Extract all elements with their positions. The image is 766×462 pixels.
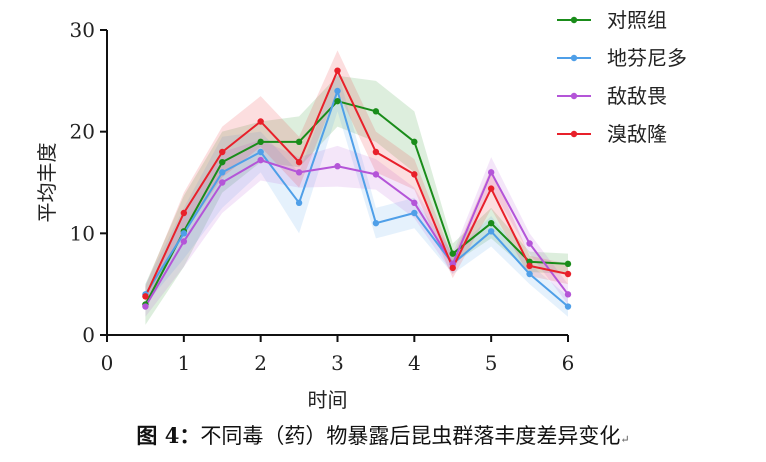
point-series-2 <box>372 219 380 227</box>
band-series-1 <box>145 75 568 325</box>
point-series-1 <box>334 97 341 105</box>
point-series-3 <box>219 179 226 186</box>
line-series-2 <box>144 90 569 308</box>
point-series-3 <box>257 156 264 164</box>
figure-caption: 图 4：不同毒（药）物暴露后昆虫群落丰度差异变化↵ <box>0 420 766 450</box>
point-series-1 <box>487 219 495 227</box>
point-series-4 <box>142 293 149 300</box>
x-tick-label: 4 <box>408 351 421 375</box>
point-series-1 <box>295 138 303 146</box>
y-tick-label: 0 <box>82 323 95 347</box>
point-series-2 <box>295 199 303 207</box>
point-series-2 <box>526 270 533 278</box>
caption-return-mark: ↵ <box>620 433 630 446</box>
legend-label: 对照组 <box>607 8 667 32</box>
legend-marker <box>570 16 578 24</box>
point-series-4 <box>411 171 418 178</box>
caption-prefix: 图 4： <box>136 423 201 448</box>
line-series-4 <box>144 69 569 297</box>
point-series-4 <box>487 185 495 192</box>
point-series-3 <box>564 291 572 298</box>
axes: 0 10 20 30 0 1 2 3 4 5 6 <box>70 18 575 375</box>
point-series-1 <box>219 158 226 166</box>
legend-label: 溴敌隆 <box>607 122 667 146</box>
point-series-1 <box>257 138 264 146</box>
point-series-2 <box>334 87 341 95</box>
legend-marker <box>570 92 578 100</box>
point-series-4 <box>526 262 533 270</box>
point-series-3 <box>411 199 418 207</box>
point-series-4 <box>219 148 226 156</box>
point-series-4 <box>564 270 572 278</box>
series-lines <box>144 69 569 308</box>
point-series-3 <box>526 240 533 247</box>
series-points <box>142 67 572 310</box>
point-series-3 <box>295 169 303 176</box>
y-tick-label: 20 <box>70 120 95 144</box>
point-series-2 <box>564 303 572 310</box>
point-series-3 <box>142 303 149 310</box>
legend-marker <box>570 54 578 62</box>
point-series-4 <box>449 264 456 272</box>
line-series-3 <box>144 159 569 308</box>
point-series-2 <box>487 228 495 235</box>
point-series-3 <box>487 169 495 176</box>
y-tick-label: 10 <box>70 221 95 245</box>
point-series-2 <box>411 209 418 217</box>
legend-marker <box>570 130 578 138</box>
x-axis-label: 时间 <box>308 388 348 412</box>
point-series-1 <box>564 260 572 268</box>
point-series-2 <box>180 230 188 237</box>
point-series-2 <box>257 148 264 156</box>
point-series-4 <box>257 118 264 125</box>
x-tick-label: 2 <box>254 351 267 375</box>
legend-label: 地芬尼多 <box>607 46 687 70</box>
point-series-3 <box>180 238 188 245</box>
point-series-3 <box>334 163 341 170</box>
x-tick-label: 5 <box>485 351 498 375</box>
point-series-4 <box>295 158 303 166</box>
point-series-3 <box>372 171 380 178</box>
line-series-1 <box>144 100 569 305</box>
x-tick-label: 1 <box>177 351 190 375</box>
point-series-1 <box>411 138 418 146</box>
point-series-2 <box>219 169 226 176</box>
x-tick-label: 3 <box>331 351 344 375</box>
point-series-1 <box>372 108 380 115</box>
point-series-4 <box>180 209 188 217</box>
point-series-4 <box>372 148 380 156</box>
caption-text: 不同毒（药）物暴露后昆虫群落丰度差异变化 <box>200 424 621 448</box>
legend-label: 敌敌畏 <box>607 84 667 108</box>
point-series-4 <box>334 67 341 74</box>
y-tick-label: 30 <box>70 18 95 42</box>
x-tick-label: 0 <box>101 351 114 375</box>
point-series-1 <box>449 250 456 257</box>
band-series-3 <box>145 139 568 317</box>
y-axis-label: 平均丰度 <box>35 143 59 223</box>
x-tick-label: 6 <box>562 351 575 375</box>
